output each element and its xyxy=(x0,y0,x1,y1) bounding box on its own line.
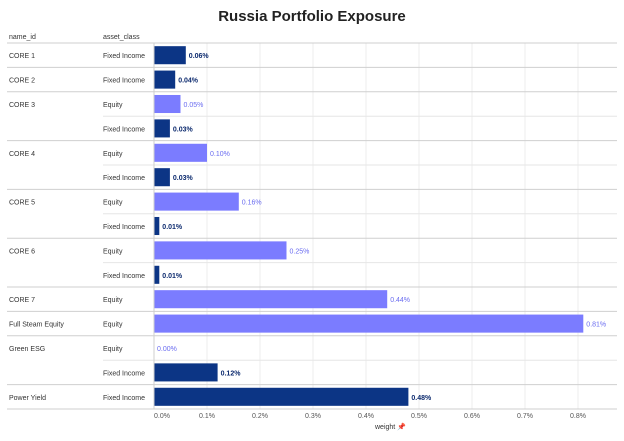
x-tick-label: 0.7% xyxy=(517,413,533,420)
value-label: 0.00% xyxy=(157,346,177,353)
chart-title: Russia Portfolio Exposure xyxy=(218,8,406,25)
x-axis-title[interactable]: weight 📌 xyxy=(375,423,406,431)
value-label: 0.04% xyxy=(178,78,199,85)
asset-class-label[interactable]: Equity xyxy=(103,346,123,353)
group-label[interactable]: CORE 4 xyxy=(9,151,35,158)
asset-class-label[interactable]: Equity xyxy=(103,102,123,109)
x-axis-label: weight xyxy=(375,424,396,431)
bar[interactable] xyxy=(154,314,584,333)
group-label[interactable]: CORE 5 xyxy=(9,200,35,207)
asset-class-label[interactable]: Fixed Income xyxy=(103,78,145,85)
asset-class-label[interactable]: Fixed Income xyxy=(103,395,145,402)
value-label: 0.16% xyxy=(242,200,262,207)
x-tick-label: 0.6% xyxy=(464,413,480,420)
value-label: 0.03% xyxy=(173,175,194,182)
bar[interactable] xyxy=(154,265,160,284)
asset-class-label[interactable]: Equity xyxy=(103,200,123,207)
asset-class-label[interactable]: Fixed Income xyxy=(103,53,145,60)
asset-class-label[interactable]: Fixed Income xyxy=(103,175,145,182)
column-header-name-id[interactable]: name_id xyxy=(9,34,36,41)
column-header-asset-class[interactable]: asset_class xyxy=(103,34,140,41)
group-label[interactable]: Power Yield xyxy=(9,395,46,402)
x-tick-label: 0.8% xyxy=(570,413,586,420)
x-tick-label: 0.2% xyxy=(252,413,268,420)
asset-class-label[interactable]: Fixed Income xyxy=(103,224,145,231)
value-label: 0.05% xyxy=(184,102,204,109)
group-label[interactable]: CORE 3 xyxy=(9,102,35,109)
bar[interactable] xyxy=(154,70,176,89)
x-tick-label: 0.4% xyxy=(358,413,374,420)
value-label: 0.44% xyxy=(390,297,410,304)
bar[interactable] xyxy=(154,168,170,187)
value-label: 0.12% xyxy=(221,370,242,377)
asset-class-label[interactable]: Fixed Income xyxy=(103,273,145,280)
x-tick-label: 0.1% xyxy=(199,413,215,420)
asset-class-label[interactable]: Equity xyxy=(103,248,123,255)
asset-class-label[interactable]: Fixed Income xyxy=(103,370,145,377)
asset-class-label[interactable]: Equity xyxy=(103,297,123,304)
bar[interactable] xyxy=(154,290,388,309)
bar[interactable] xyxy=(154,46,186,65)
group-label[interactable]: Green ESG xyxy=(9,346,45,353)
x-tick-label: 0.3% xyxy=(305,413,321,420)
bar[interactable] xyxy=(154,216,160,236)
group-label[interactable]: CORE 2 xyxy=(9,78,35,85)
pin-icon[interactable]: 📌 xyxy=(397,424,406,431)
value-label: 0.10% xyxy=(210,151,230,158)
value-label: 0.03% xyxy=(173,126,194,133)
value-label: 0.01% xyxy=(162,273,183,280)
bar[interactable] xyxy=(154,143,207,162)
value-label: 0.25% xyxy=(290,248,310,255)
value-label: 0.06% xyxy=(189,53,210,60)
value-label: 0.81% xyxy=(586,322,606,329)
asset-class-label[interactable]: Equity xyxy=(103,151,123,158)
asset-class-label[interactable]: Equity xyxy=(103,322,123,329)
group-label[interactable]: CORE 7 xyxy=(9,297,35,304)
value-label: 0.48% xyxy=(411,395,432,402)
bar[interactable] xyxy=(154,363,218,382)
asset-class-label[interactable]: Fixed Income xyxy=(103,126,145,133)
bar[interactable] xyxy=(154,241,287,260)
bar[interactable] xyxy=(154,119,170,138)
group-label[interactable]: CORE 6 xyxy=(9,248,35,255)
bar[interactable] xyxy=(154,192,239,211)
x-tick-label: 0.5% xyxy=(411,413,427,420)
bar[interactable] xyxy=(154,387,409,406)
group-label[interactable]: Full Steam Equity xyxy=(9,322,64,329)
bar[interactable] xyxy=(154,94,181,114)
x-tick-label: 0.0% xyxy=(154,413,170,420)
group-label[interactable]: CORE 1 xyxy=(9,53,35,60)
value-label: 0.01% xyxy=(162,224,183,231)
